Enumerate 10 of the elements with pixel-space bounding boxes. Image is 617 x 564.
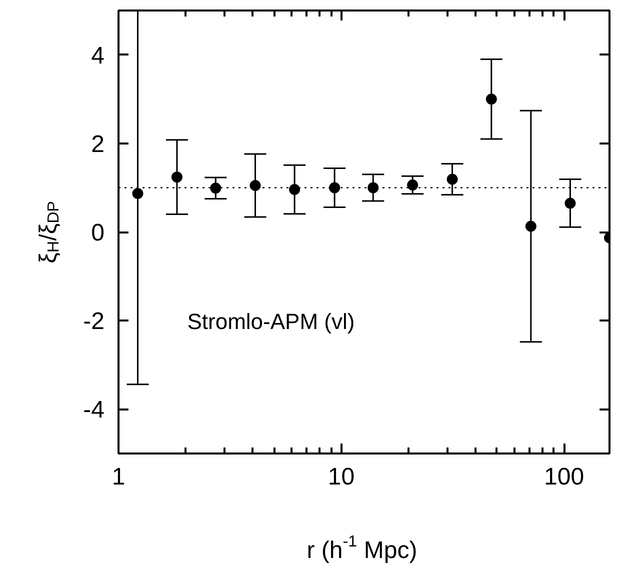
annotation: Stromlo-APM (vl): [187, 308, 355, 334]
x-tick-label: 1: [112, 464, 126, 490]
y-tick-label: 0: [91, 220, 105, 246]
y-axis-title: ξH/ξDP: [35, 201, 62, 264]
y-tick-label: 2: [91, 130, 105, 158]
y-tick-label: -4: [83, 396, 105, 424]
y-tick-label: 4: [91, 42, 105, 70]
x-tick-label: 100: [544, 464, 584, 490]
x-tick-label: 10: [328, 464, 355, 490]
y-tick-label: -2: [83, 308, 105, 336]
